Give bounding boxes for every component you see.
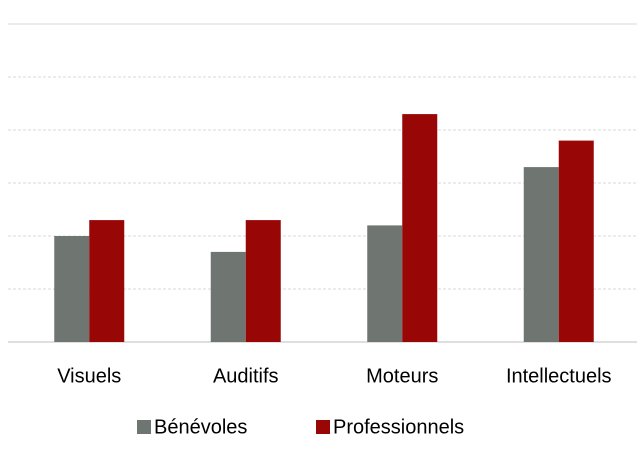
bar — [245, 220, 281, 342]
bar — [367, 225, 403, 342]
x-tick-label: Auditifs — [213, 365, 279, 387]
bar — [523, 167, 559, 342]
x-tick-label: Moteurs — [366, 365, 438, 387]
x-tick-label: Visuels — [57, 365, 121, 387]
bar — [210, 251, 246, 342]
bar — [558, 140, 594, 342]
legend-label: Bénévoles — [154, 416, 247, 438]
bar — [402, 114, 438, 342]
x-tick-label: Intellectuels — [506, 365, 612, 387]
bar — [54, 236, 90, 342]
legend-label: Professionnels — [333, 416, 464, 438]
legend-swatch — [137, 420, 151, 434]
bar — [89, 220, 125, 342]
legend-swatch — [316, 420, 330, 434]
